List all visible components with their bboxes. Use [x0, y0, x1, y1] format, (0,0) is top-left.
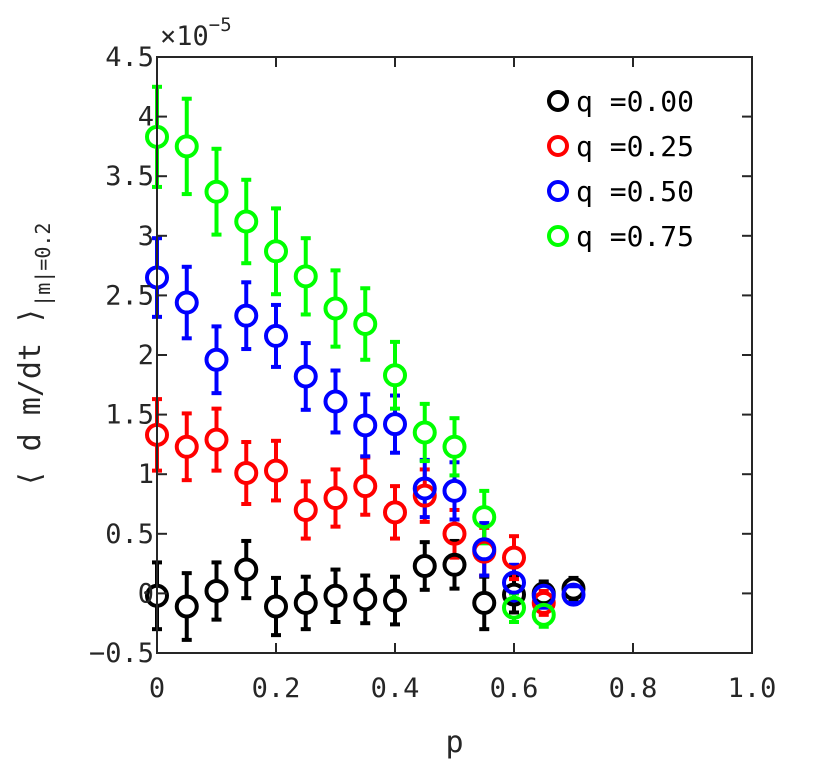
data-point-q-0-50: [293, 364, 318, 389]
data-point-q-0-50: [353, 413, 378, 438]
data-point-q-0-75: [204, 179, 229, 204]
legend-marker-q-0-25: [547, 135, 569, 157]
y-tick-label: 2.5: [105, 280, 154, 311]
data-point-q-0-00: [323, 583, 348, 608]
data-point-q-0-50: [472, 537, 497, 562]
y-tick-label: 4.5: [105, 42, 154, 73]
x-tick-label: 0: [149, 673, 165, 704]
y-tick-label: 0: [138, 578, 154, 609]
data-point-q-0-25: [442, 521, 467, 546]
y-tick-label: 2: [138, 340, 154, 371]
data-point-q-0-25: [531, 590, 556, 615]
y-axis-exponent-times: ×10: [160, 21, 209, 52]
data-point-q-0-50: [234, 303, 259, 328]
data-point-q-0-50: [412, 476, 437, 501]
data-point-q-0-25: [353, 474, 378, 499]
data-point-q-0-00: [204, 579, 229, 604]
data-point-q-0-00: [174, 594, 199, 619]
data-point-q-0-50: [561, 582, 586, 607]
axis-ticks: [156, 56, 753, 654]
legend-marker-q-0-50: [547, 180, 569, 202]
y-tick-label: 3: [138, 221, 154, 252]
data-point-q-0-25: [412, 483, 437, 508]
data-point-q-0-25: [383, 500, 407, 525]
x-tick-label: 1.0: [728, 673, 777, 704]
data-point-q-0-25: [264, 458, 288, 483]
y-axis-label-main: ⟨ d m/dt ⟩: [13, 307, 48, 488]
data-point-q-0-25: [234, 461, 259, 486]
data-point-q-0-75: [323, 296, 348, 321]
data-point-q-0-75: [412, 420, 437, 445]
y-tick-label: 3.5: [105, 161, 154, 192]
y-axis-exponent-power: −5: [209, 14, 232, 36]
data-point-q-0-25: [204, 427, 229, 452]
data-point-q-0-75: [174, 134, 199, 159]
legend-label-q-0-50: q =0.50: [576, 175, 694, 208]
data-point-q-0-50: [323, 389, 348, 414]
x-axis-label: p: [445, 725, 463, 760]
data-point-q-0-25: [293, 497, 318, 522]
data-point-q-0-25: [323, 486, 348, 511]
legend-marker-q-0-00: [547, 90, 569, 112]
x-tick-label: 0.6: [490, 673, 539, 704]
y-tick-label: −0.5: [89, 638, 154, 669]
x-tick-label: 0.2: [252, 673, 301, 704]
data-point-q-0-00: [472, 590, 497, 615]
axis-tick-labels: 0 0.2 0.4 0.6 0.8 1.0 −0.5 0 0.5 1 1.5 2 2.5 3 3.5 4 4.5: [89, 42, 776, 704]
legend-marker-q-0-75: [547, 225, 569, 247]
data-point-q-0-50: [502, 570, 526, 595]
data-point-q-0-50: [174, 290, 199, 315]
y-tick-label: 0.5: [105, 519, 154, 550]
data-markers: [145, 124, 586, 627]
data-point-q-0-75: [383, 363, 407, 388]
x-tick-label: 0.4: [371, 673, 420, 704]
data-point-q-0-50: [383, 412, 407, 437]
y-tick-label: 1: [138, 459, 154, 490]
data-point-q-0-50: [442, 478, 467, 503]
data-point-q-0-75: [234, 209, 259, 234]
data-point-q-0-00: [234, 557, 259, 582]
legend-label-q-0-25: q =0.25: [576, 130, 694, 163]
data-point-q-0-75: [472, 505, 497, 530]
data-point-q-0-75: [264, 239, 288, 264]
legend: q =0.00 q =0.25 q =0.50 q =0.75: [547, 85, 694, 253]
data-point-q-0-75: [353, 312, 378, 337]
y-axis-exponent: ×10−5: [160, 14, 232, 52]
y-tick-label: 1.5: [105, 400, 154, 431]
legend-label-q-0-00: q =0.00: [576, 85, 694, 118]
y-axis-label: ⟨ d m/dt ⟩|m|=0.2: [13, 223, 55, 488]
data-point-q-0-00: [383, 588, 407, 613]
data-point-q-0-25: [174, 434, 199, 459]
data-point-q-0-00: [502, 582, 526, 607]
y-axis-label-subscript: |m|=0.2: [31, 223, 55, 307]
data-point-q-0-00: [442, 552, 467, 577]
y-axis-label-group: ⟨ d m/dt ⟩|m|=0.2: [13, 223, 55, 488]
x-tick-label: 0.8: [609, 673, 658, 704]
data-point-q-0-00: [412, 553, 437, 578]
data-point-q-0-50: [264, 323, 288, 348]
data-point-q-0-75: [442, 434, 467, 459]
data-point-q-0-00: [353, 587, 378, 612]
legend-label-q-0-75: q =0.75: [576, 220, 694, 253]
data-point-q-0-75: [502, 595, 526, 620]
data-point-q-0-75: [531, 602, 556, 627]
data-point-q-0-00: [293, 590, 318, 615]
data-point-q-0-00: [264, 594, 288, 619]
data-point-q-0-50: [204, 347, 229, 372]
y-tick-label: 4: [138, 102, 154, 133]
y-axis-exponent-base: ×10−5: [160, 14, 232, 52]
data-point-q-0-25: [502, 545, 526, 570]
data-point-q-0-75: [293, 264, 318, 289]
